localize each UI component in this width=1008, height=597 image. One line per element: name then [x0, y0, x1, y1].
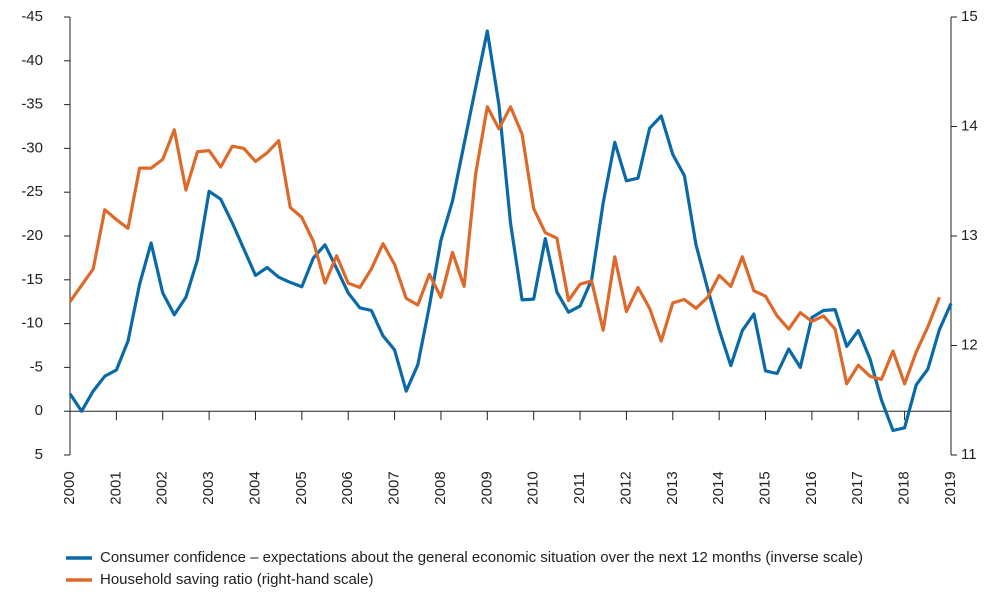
y-tick-label: -30 — [21, 139, 43, 156]
data-line — [68, 29, 953, 433]
y-tick-label: -40 — [21, 52, 43, 69]
y-tick-label: 5 — [35, 446, 43, 463]
y2-tick-label: 11 — [961, 446, 977, 463]
x-tick-label: 2005 — [293, 471, 310, 504]
x-tick-label: 2014 — [710, 471, 727, 504]
x-tick-label: 2003 — [200, 471, 217, 504]
x-tick-label: 2008 — [432, 471, 449, 504]
y-tick-label: -45 — [21, 8, 43, 25]
y-tick-label: -15 — [21, 271, 43, 288]
x-tick-label: 2004 — [246, 471, 263, 504]
x-tick-label: 2011 — [571, 472, 588, 504]
x-tick-label: 2007 — [386, 471, 403, 504]
x-tick-label: 2019 — [942, 471, 959, 504]
y2-tick-label: 12 — [961, 336, 978, 353]
legend-label: Consumer confidence – expectations about… — [100, 549, 863, 566]
y-tick-label: 0 — [35, 402, 43, 419]
x-tick-label: 2016 — [803, 471, 820, 504]
x-tick-label: 2012 — [617, 471, 634, 504]
x-tick-label: 2009 — [478, 471, 495, 504]
y-tick-label: -25 — [21, 183, 43, 200]
y-tick-label: -20 — [21, 227, 43, 244]
y-tick-label: -35 — [21, 96, 43, 113]
x-tick-label: 2018 — [896, 471, 913, 504]
y-tick-label: -5 — [30, 358, 43, 375]
legend-label: Household saving ratio (right-hand scale… — [100, 571, 373, 588]
x-tick-label: 2015 — [756, 471, 773, 504]
x-tick-label: 2002 — [154, 471, 171, 504]
y2-tick-label: 13 — [961, 227, 978, 244]
data-line — [68, 105, 941, 386]
x-tick-label: 2006 — [339, 471, 356, 504]
y-tick-label: -10 — [21, 315, 43, 332]
x-tick-label: 2010 — [525, 471, 542, 504]
x-tick-label: 2017 — [849, 471, 866, 504]
x-tick-label: 2000 — [61, 471, 78, 504]
y2-tick-label: 14 — [961, 117, 978, 134]
x-tick-label: 2013 — [664, 471, 681, 504]
y2-tick-label: 15 — [961, 8, 978, 25]
x-tick-label: 2001 — [107, 471, 124, 504]
